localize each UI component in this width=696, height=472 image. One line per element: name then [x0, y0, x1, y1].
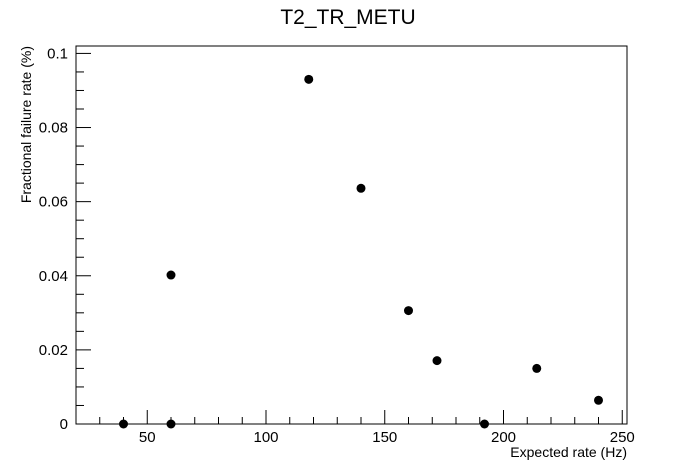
y-tick-label: 0.04	[39, 268, 68, 285]
y-tick-label: 0.06	[39, 194, 68, 211]
x-tick-label: 50	[139, 429, 156, 446]
data-point	[404, 306, 413, 316]
x-tick-label: 100	[253, 429, 278, 446]
y-tick-label: 0.08	[39, 120, 68, 137]
data-point	[304, 74, 314, 84]
y-tick-label: 0	[60, 416, 68, 433]
x-tick-label: 150	[372, 429, 397, 446]
data-point	[166, 270, 176, 280]
y-axis: 0 0.02 0.04 0.06 0.08 0.1	[39, 45, 91, 433]
plot-frame	[75, 45, 628, 425]
x-tick-label: 250	[610, 429, 635, 446]
data-point	[166, 419, 176, 429]
data-point	[594, 395, 603, 405]
x-axis: 50 100 150 200 250	[75, 410, 635, 446]
data-point	[432, 356, 442, 366]
x-axis-label: Expected rate (Hz)	[510, 444, 627, 460]
data-point	[480, 419, 489, 429]
data-point	[532, 363, 542, 373]
x-tick-label: 200	[491, 429, 516, 446]
y-axis-label: Fractional failure rate (%)	[18, 46, 34, 203]
y-tick-label: 0.02	[39, 342, 68, 359]
data-points	[119, 74, 603, 429]
data-point	[119, 419, 128, 429]
chart-title: T2_TR_METU	[280, 6, 415, 29]
data-point	[356, 183, 366, 193]
y-tick-label: 0.1	[47, 45, 68, 62]
